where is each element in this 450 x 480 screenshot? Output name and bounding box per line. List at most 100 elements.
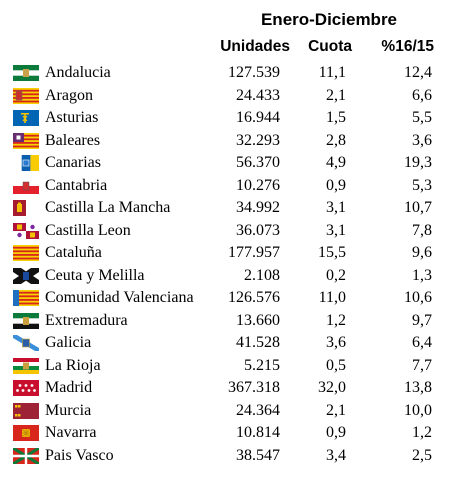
variation-value: 10,7 [404,199,432,216]
table-row: Castilla La Mancha 34.992 3,1 10,7 [0,197,450,220]
units-value: 41.528 [236,334,280,351]
cantabria-flag-icon [13,177,39,194]
region-name: Navarra [45,424,97,441]
table-row: Asturias 16.944 1,5 5,5 [0,107,450,130]
variation-value: 9,7 [412,311,432,329]
region-name: Galicia [45,334,92,351]
variation-value: 9,6 [412,244,432,261]
table-row: Murcia 24.364 2,1 10,0 [0,400,450,423]
table-row: Navarra 10.814 0,9 1,2 [0,422,450,445]
region-name: La Rioja [45,356,101,374]
share-value: 3,6 [326,334,346,351]
units-value: 367.318 [228,379,280,396]
units-value: 34.992 [236,199,280,216]
variation-value: 10,6 [404,289,432,306]
variation-value: 1,3 [412,266,432,284]
variation-value: 6,4 [412,334,432,351]
table-row: Castilla Leon 36.073 3,1 7,8 [0,220,450,243]
table-row: La Rioja 5.215 0,5 7,7 [0,355,450,378]
units-value: 32.293 [236,131,280,149]
murcia-flag-icon [13,402,39,419]
period-title: Enero-Diciembre [260,10,398,29]
la-rioja-flag-icon [13,357,39,374]
share-value: 2,1 [326,86,346,104]
table-row: Ceuta y Melilla 2.108 0,2 1,3 [0,265,450,288]
units-value: 5.215 [244,356,280,374]
share-value: 1,5 [326,109,346,126]
region-name: Cantabria [45,176,108,194]
share-value: 3,4 [326,446,346,464]
extremadura-flag-icon [13,312,39,329]
region-name: Comunidad Valenciana [45,289,194,306]
units-value: 16.944 [236,109,280,126]
cataluna-flag-icon [13,245,39,261]
galicia-flag-icon [13,335,39,351]
variation-value: 5,3 [412,176,432,194]
region-name: Murcia [45,401,92,419]
units-value: 126.576 [228,289,280,306]
variation-value: 5,5 [412,109,432,126]
units-value: 56.370 [236,154,280,171]
region-name: Castilla Leon [45,221,131,239]
variation-value: 3,6 [412,131,432,149]
region-name: Extremadura [45,311,128,329]
region-name: Castilla La Mancha [45,199,171,216]
table-row: Madrid 367.318 32,0 13,8 [0,377,450,400]
units-value: 38.547 [236,446,280,464]
table-row: Galicia 41.528 3,6 6,4 [0,332,450,355]
variation-value: 6,6 [412,86,432,104]
units-value: 2.108 [244,266,280,284]
share-value: 0,9 [326,424,346,441]
units-value: 10.276 [236,176,280,194]
units-value: 24.364 [236,401,280,419]
share-value: 0,2 [326,266,346,284]
variation-value: 7,7 [412,356,432,374]
ceuta-melilla-flag-icon [13,267,39,284]
col-header-units: Unidades [220,38,290,55]
variation-value: 7,8 [412,221,432,239]
table-row: Baleares 32.293 2,8 3,6 [0,130,450,153]
variation-value: 19,3 [404,154,432,171]
region-name: Pais Vasco [45,446,114,464]
region-name: Asturias [45,109,99,126]
variation-value: 13,8 [404,379,432,396]
region-name: Madrid [45,379,93,396]
table-row: Aragon 24.433 2,1 6,6 [0,85,450,108]
asturias-flag-icon [13,110,39,126]
table-row: Comunidad Valenciana 126.576 11,0 10,6 [0,287,450,310]
share-value: 0,9 [326,176,346,194]
aragon-flag-icon [13,87,39,104]
variation-value: 12,4 [404,64,432,81]
col-header-share: Cuota [308,38,352,55]
region-name: Canarias [45,154,101,171]
share-value: 3,1 [326,199,346,216]
andalucia-flag-icon [13,65,39,81]
share-value: 11,0 [318,289,346,306]
share-value: 11,1 [318,64,346,81]
castilla-la-mancha-flag-icon [13,200,39,216]
share-value: 4,9 [326,154,346,171]
table-row: Extremadura 13.660 1,2 9,7 [0,310,450,333]
share-value: 2,8 [326,131,346,149]
castilla-leon-flag-icon [13,222,39,239]
units-value: 36.073 [236,221,280,239]
variation-value: 2,5 [412,446,432,464]
units-value: 10.814 [236,424,280,441]
table-row: Canarias 56.370 4,9 19,3 [0,152,450,175]
table-row: Cataluña 177.957 15,5 9,6 [0,242,450,265]
share-value: 15,5 [318,244,346,261]
share-value: 0,5 [326,356,346,374]
units-value: 13.660 [236,311,280,329]
pais-vasco-flag-icon [13,447,39,464]
table-row: Andalucia 127.539 11,1 12,4 [0,62,450,85]
table-row: Cantabria 10.276 0,9 5,3 [0,175,450,198]
col-header-variation: %16/15 [381,38,434,55]
share-value: 3,1 [326,221,346,239]
navarra-flag-icon [13,425,39,441]
share-value: 2,1 [326,401,346,419]
variation-value: 10,0 [404,401,432,419]
baleares-flag-icon [13,132,39,149]
madrid-flag-icon [13,380,39,396]
table-row: Pais Vasco 38.547 3,4 2,5 [0,445,450,468]
region-name: Andalucia [45,64,111,81]
